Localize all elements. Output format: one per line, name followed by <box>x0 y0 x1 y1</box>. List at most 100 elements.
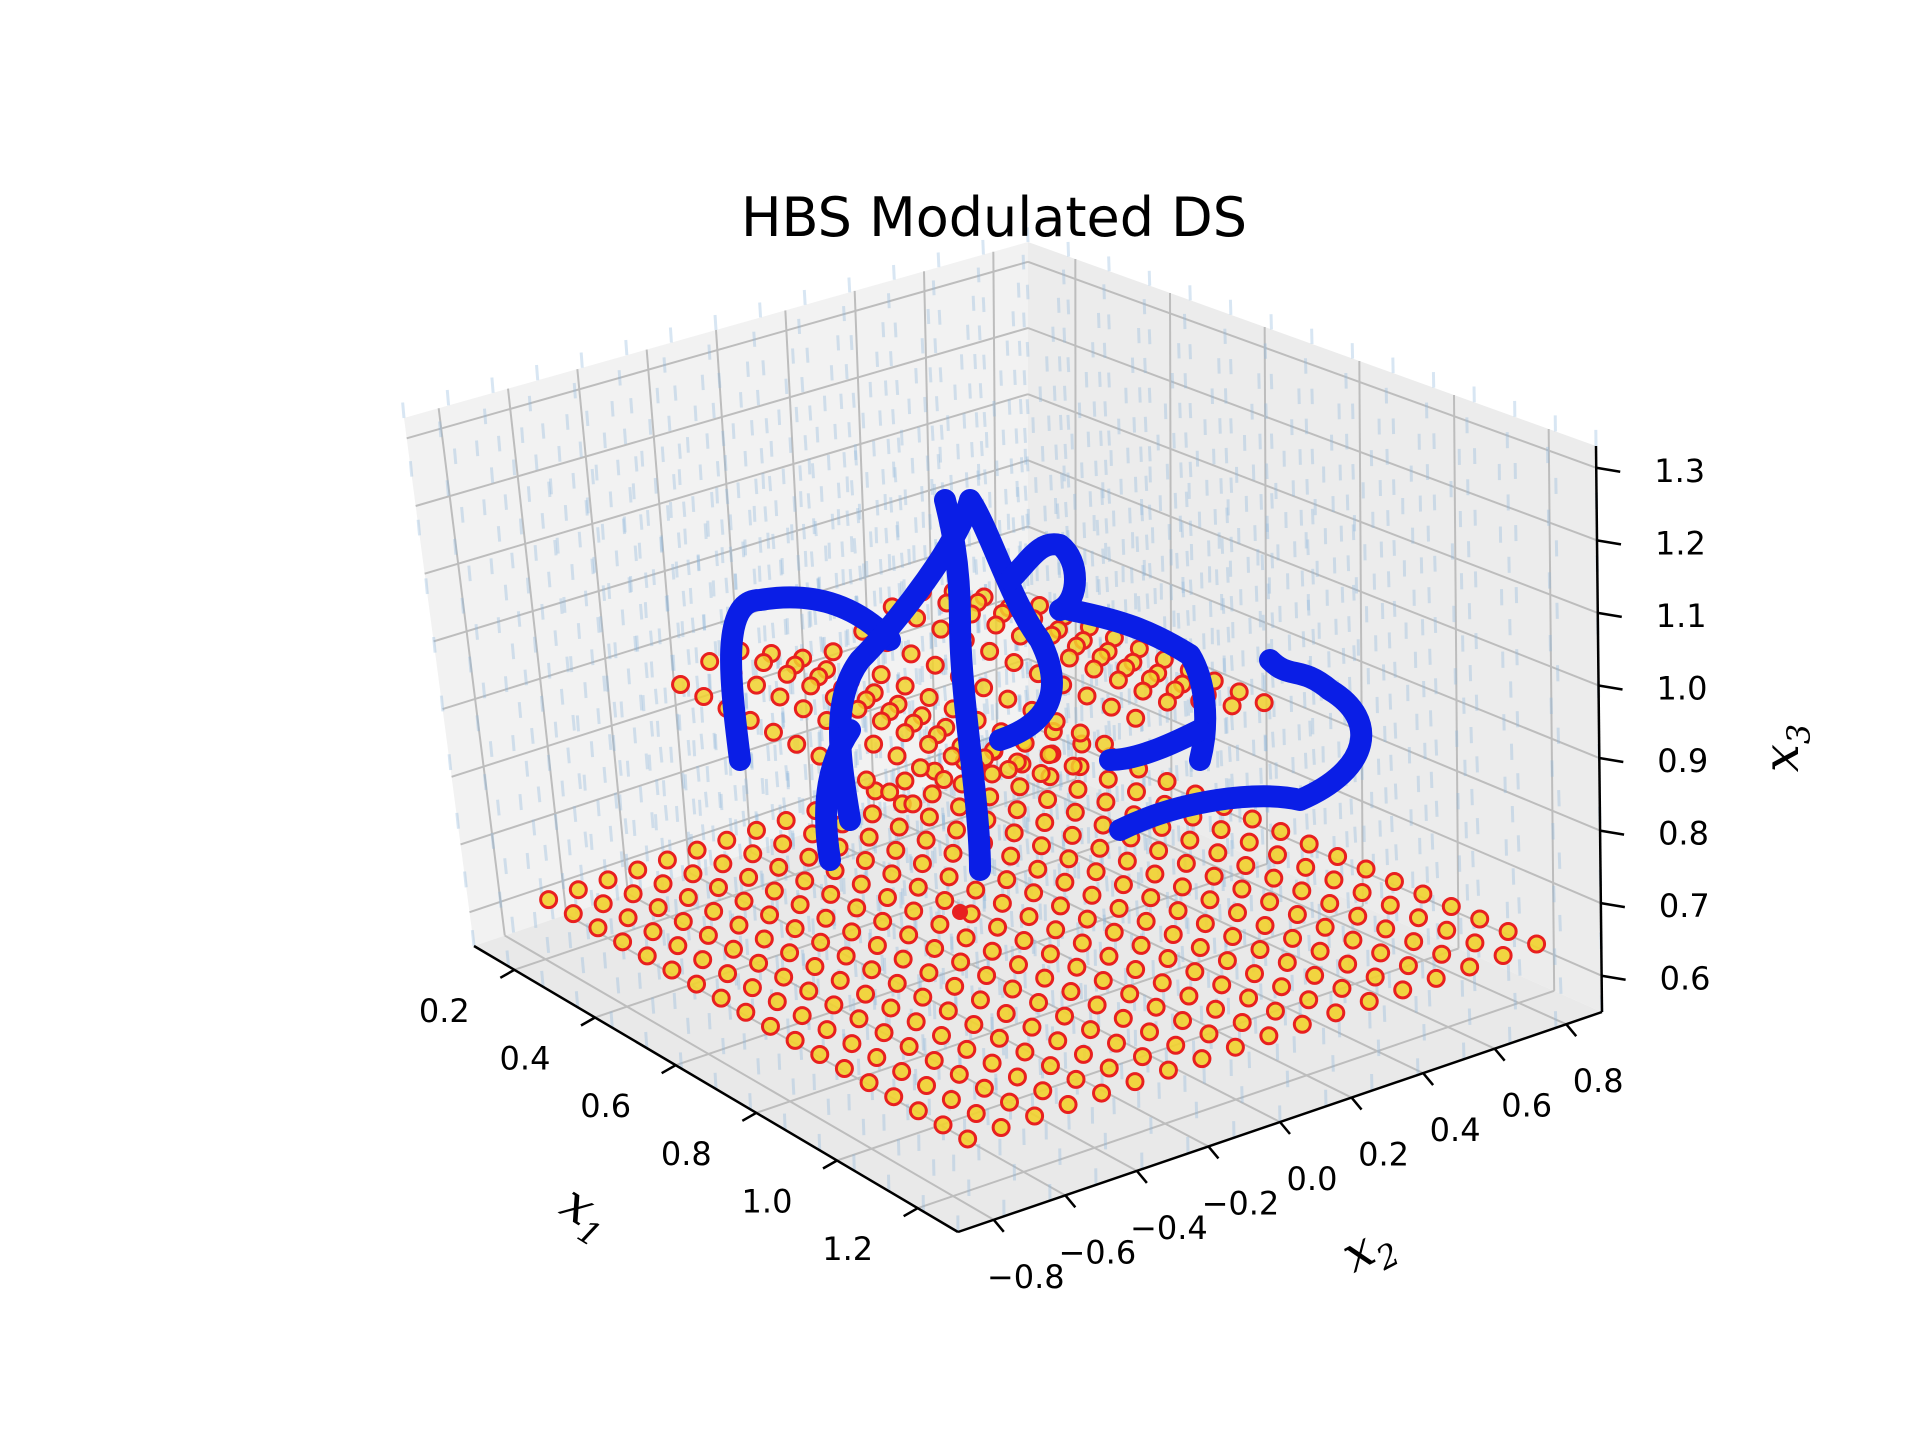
field-arrow-1200 <box>748 1093 753 1110</box>
scatter-point-141 <box>1180 830 1200 850</box>
field-arrow-1344 <box>1352 645 1356 662</box>
scatter-point-80 <box>882 864 902 884</box>
field-arrow-637 <box>696 555 701 572</box>
field-arrow-1692 <box>1023 972 1027 989</box>
field-arrow-848 <box>1001 429 1006 446</box>
scatter-point-3 <box>628 860 648 880</box>
scatter-point-434 <box>942 746 962 766</box>
scatter-point-361 <box>770 687 790 707</box>
field-arrow-1371 <box>865 1023 870 1040</box>
field-arrow-768 <box>637 542 642 559</box>
field-arrow-867 <box>1094 460 1098 477</box>
field-arrow-744 <box>1188 579 1193 595</box>
field-arrow-1062 <box>745 938 750 956</box>
field-arrow-324 <box>596 708 601 725</box>
field-arrow-1932 <box>1471 850 1475 868</box>
field-arrow-1006 <box>1090 550 1095 567</box>
field-arrow-465 <box>583 682 588 699</box>
scatter-point-296 <box>1199 1024 1219 1044</box>
x3-tick-label-6: 1.2 <box>1655 524 1706 562</box>
scatter-point-306 <box>958 1129 978 1149</box>
field-arrow-191 <box>660 837 665 854</box>
field-arrow-1186 <box>1265 523 1270 540</box>
field-arrow-537 <box>881 469 886 485</box>
field-arrow-37 <box>547 481 552 498</box>
scatter-point-213 <box>1292 881 1312 901</box>
field-arrow-634 <box>712 732 717 749</box>
x3-axis-label: x3 <box>1752 724 1818 773</box>
field-arrow-398 <box>883 380 888 396</box>
field-arrow-1123 <box>1003 791 1008 808</box>
scatter-point-63 <box>886 840 906 860</box>
field-arrow-1571 <box>1123 967 1128 985</box>
field-arrow-895 <box>1229 536 1234 553</box>
field-arrow-271 <box>985 729 990 746</box>
field-arrow-208 <box>667 415 672 432</box>
field-arrow-578 <box>1057 356 1062 372</box>
field-arrow-1493 <box>1393 722 1398 739</box>
scatter-point-336 <box>694 686 714 706</box>
scatter-point-241 <box>1087 995 1107 1015</box>
field-arrow-1385 <box>892 767 896 785</box>
field-arrow-1191 <box>1312 808 1317 825</box>
scatter-point-432 <box>880 782 900 802</box>
field-arrow-169 <box>482 408 488 425</box>
field-arrow-1007 <box>1088 491 1093 507</box>
scatter-point-237 <box>957 1039 977 1059</box>
field-arrow-500 <box>779 921 784 938</box>
field-arrow-879 <box>1137 327 1141 344</box>
field-arrow-185 <box>596 617 601 633</box>
scatter-point-260 <box>1146 997 1166 1017</box>
field-arrow-497 <box>703 523 708 540</box>
field-arrow-1941 <box>1517 897 1521 914</box>
field-arrow-1602 <box>1255 861 1260 878</box>
field-arrow-566 <box>1016 486 1020 503</box>
field-arrow-335 <box>633 635 638 652</box>
field-arrow-1532 <box>941 967 946 985</box>
scatter-point-238 <box>989 1028 1009 1048</box>
scatter-point-372 <box>763 722 783 742</box>
field-arrow-454 <box>546 754 552 771</box>
scatter-point-173 <box>1109 898 1129 918</box>
scatter-point-158 <box>1176 853 1196 873</box>
field-arrow-1237 <box>845 629 850 646</box>
field-arrow-342 <box>691 798 697 815</box>
field-arrow-192 <box>655 779 660 796</box>
scatter-point-271 <box>941 1090 961 1110</box>
scatter-point-203 <box>970 990 990 1010</box>
field-arrow-159 <box>438 421 443 438</box>
field-arrow-1194 <box>1311 628 1316 645</box>
x1-tick-label-4: 1.0 <box>742 1183 793 1221</box>
field-arrow-1397 <box>929 632 934 649</box>
field-arrow-245 <box>852 538 857 554</box>
field-arrow-1231 <box>873 988 878 1006</box>
field-arrow-866 <box>1095 519 1100 536</box>
field-arrow-1500 <box>817 1133 822 1151</box>
scatter-point-195 <box>1264 868 1284 888</box>
field-arrow-288 <box>1022 312 1026 328</box>
scatter-point-179 <box>1299 834 1319 854</box>
scatter-point-73 <box>668 936 688 956</box>
field-arrow-1105 <box>907 700 912 717</box>
field-arrow-183 <box>608 734 613 751</box>
field-arrow-310 <box>580 957 586 974</box>
scatter-point-257 <box>1048 1031 1068 1051</box>
grid-x3-left-6 <box>415 327 1029 507</box>
scatter-point-38 <box>648 898 668 918</box>
field-arrow-2061 <box>1420 961 1425 979</box>
field-arrow-859 <box>1045 356 1049 372</box>
field-arrow-1523 <box>892 922 896 940</box>
field-arrow-648 <box>736 482 741 499</box>
field-arrow-753 <box>624 853 629 870</box>
field-arrow-6 <box>424 578 429 595</box>
field-arrow-224 <box>770 622 776 639</box>
field-arrow-1890 <box>1292 1036 1297 1053</box>
scatter-point-233 <box>1384 872 1404 892</box>
field-arrow-709 <box>1005 340 1010 356</box>
field-arrow-613 <box>632 819 637 837</box>
scatter-point-307 <box>991 1117 1011 1137</box>
scatter-point-444 <box>903 794 923 814</box>
field-arrow-188 <box>578 441 583 458</box>
scatter-point-275 <box>1073 1044 1093 1064</box>
field-arrow-1335 <box>1306 599 1311 616</box>
